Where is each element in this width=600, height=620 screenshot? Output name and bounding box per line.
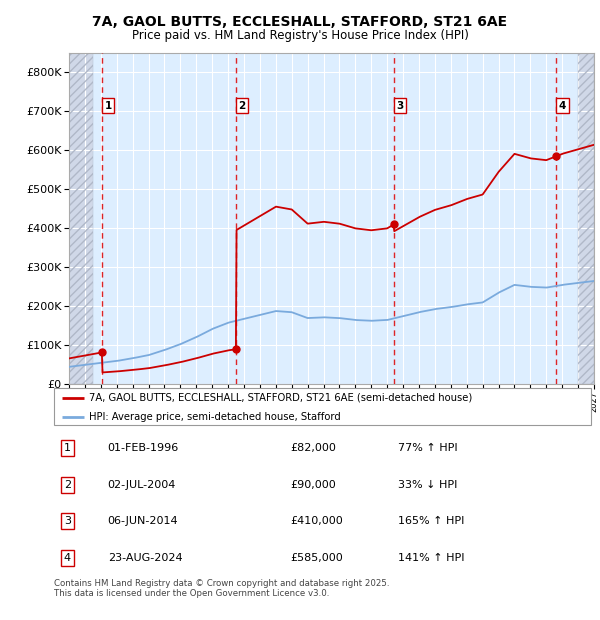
Text: 3: 3 [396,101,404,111]
Text: 2: 2 [238,101,245,111]
Text: 77% ↑ HPI: 77% ↑ HPI [398,443,457,453]
Bar [578,53,594,384]
Text: HPI: Average price, semi-detached house, Stafford: HPI: Average price, semi-detached house,… [89,412,341,422]
Text: 4: 4 [559,101,566,111]
Text: £410,000: £410,000 [290,516,343,526]
Text: £82,000: £82,000 [290,443,336,453]
Bar [69,53,93,384]
Text: 2: 2 [64,480,71,490]
Text: 141% ↑ HPI: 141% ↑ HPI [398,552,464,563]
Text: 7A, GAOL BUTTS, ECCLESHALL, STAFFORD, ST21 6AE (semi-detached house): 7A, GAOL BUTTS, ECCLESHALL, STAFFORD, ST… [89,393,472,403]
Bar [93,53,578,384]
Text: 01-FEB-1996: 01-FEB-1996 [108,443,179,453]
Text: Price paid vs. HM Land Registry's House Price Index (HPI): Price paid vs. HM Land Registry's House … [131,29,469,42]
Text: 4: 4 [64,552,71,563]
Text: 3: 3 [64,516,71,526]
Text: £585,000: £585,000 [290,552,343,563]
Text: 1: 1 [64,443,71,453]
Bar [69,53,93,384]
Text: 1: 1 [104,101,112,111]
Text: 7A, GAOL BUTTS, ECCLESHALL, STAFFORD, ST21 6AE: 7A, GAOL BUTTS, ECCLESHALL, STAFFORD, ST… [92,16,508,30]
Text: Contains HM Land Registry data © Crown copyright and database right 2025.
This d: Contains HM Land Registry data © Crown c… [54,579,389,598]
Text: £90,000: £90,000 [290,480,336,490]
Text: 02-JUL-2004: 02-JUL-2004 [108,480,176,490]
Text: 33% ↓ HPI: 33% ↓ HPI [398,480,457,490]
Text: 165% ↑ HPI: 165% ↑ HPI [398,516,464,526]
Text: 06-JUN-2014: 06-JUN-2014 [108,516,178,526]
Bar [578,53,594,384]
Text: 23-AUG-2024: 23-AUG-2024 [108,552,182,563]
